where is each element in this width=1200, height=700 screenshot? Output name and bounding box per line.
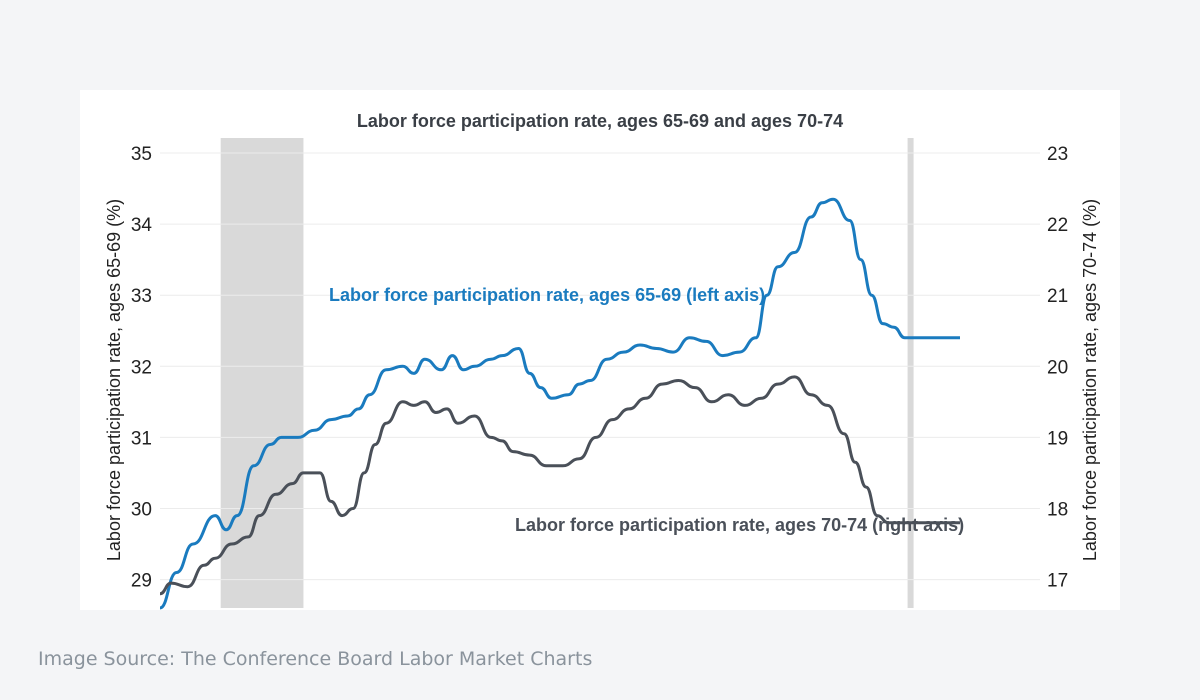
right-tick-label: 20 — [1047, 357, 1068, 378]
chart-card: 29 30 31 32 33 34 35 17 18 19 20 21 22 23 Labor forc… — [80, 90, 1120, 610]
left-tick-label: 35 — [131, 144, 152, 165]
right-axis-label: Labor force participation rate, ages 70-… — [1080, 199, 1100, 561]
left-axis-ticks: 29 30 31 32 33 34 35 — [131, 144, 153, 592]
annotation-70-74: Labor force participation rate, ages 70-… — [515, 515, 964, 535]
left-tick-label: 34 — [131, 215, 153, 236]
right-tick-label: 23 — [1047, 144, 1068, 165]
left-tick-label: 30 — [131, 499, 152, 520]
right-tick-label: 19 — [1047, 428, 1068, 449]
left-axis-label: Labor force participation rate, ages 65-… — [104, 199, 124, 561]
series-lines — [159, 197, 960, 610]
left-tick-label: 32 — [131, 357, 152, 378]
left-tick-label: 33 — [131, 286, 152, 307]
series-line-1 — [159, 375, 960, 596]
right-axis-ticks: 17 18 19 20 21 22 23 — [1047, 144, 1068, 592]
recession-band-0 — [220, 138, 304, 608]
right-tick-label: 17 — [1047, 571, 1068, 592]
right-tick-label: 18 — [1047, 499, 1068, 520]
chart-title: Labor force participation rate, ages 65-… — [357, 111, 843, 131]
image-source-caption: Image Source: The Conference Board Labor… — [38, 648, 593, 670]
series-line-0 — [159, 197, 960, 610]
right-tick-label: 21 — [1047, 286, 1068, 307]
annotation-65-69: Labor force participation rate, ages 65-… — [329, 285, 765, 305]
chart-svg: 29 30 31 32 33 34 35 17 18 19 20 21 22 23 Labor forc… — [104, 111, 1100, 610]
recession-shading — [220, 138, 914, 608]
recession-band-1 — [907, 138, 914, 608]
left-tick-label: 29 — [131, 571, 152, 592]
left-tick-label: 31 — [131, 428, 152, 449]
right-tick-label: 22 — [1047, 215, 1068, 236]
